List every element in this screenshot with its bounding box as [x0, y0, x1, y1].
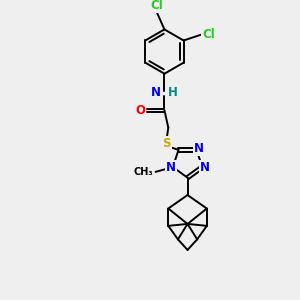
Text: S: S	[162, 136, 171, 149]
Text: N: N	[151, 86, 160, 100]
Text: N: N	[166, 160, 176, 174]
Text: CH₃: CH₃	[133, 167, 153, 177]
Text: Cl: Cl	[150, 0, 163, 12]
Text: H: H	[168, 86, 178, 100]
Text: N: N	[194, 142, 203, 155]
Text: Cl: Cl	[202, 28, 215, 41]
Text: N: N	[200, 160, 210, 174]
Text: O: O	[135, 104, 146, 117]
